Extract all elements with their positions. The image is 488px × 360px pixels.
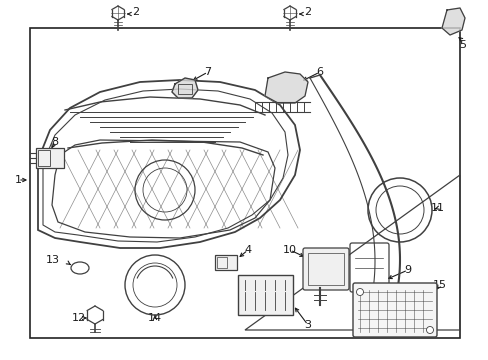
Text: 2: 2 [132,7,139,17]
FancyBboxPatch shape [303,248,348,290]
Bar [178,84,192,94]
Bar [30,28,459,338]
Text: 11: 11 [430,203,444,213]
Text: 3: 3 [304,320,311,330]
Polygon shape [172,78,198,98]
Circle shape [426,327,433,333]
Text: 10: 10 [283,245,296,255]
Bar [307,253,343,285]
Text: 6: 6 [316,67,323,77]
Text: 12: 12 [72,313,86,323]
Text: 15: 15 [432,280,446,290]
Polygon shape [264,72,307,103]
Bar [238,275,292,315]
Text: 4: 4 [244,245,251,255]
Text: 2: 2 [304,7,310,17]
Bar [38,150,50,166]
Text: 7: 7 [204,67,211,77]
Bar [215,255,237,270]
Text: 14: 14 [148,313,162,323]
Text: 13: 13 [46,255,60,265]
Polygon shape [441,8,464,35]
Circle shape [356,288,363,296]
FancyBboxPatch shape [352,283,436,337]
Text: 1: 1 [15,175,21,185]
Text: 5: 5 [459,40,466,50]
Bar [36,148,64,168]
Bar [217,257,226,268]
Text: 9: 9 [404,265,411,275]
Text: 8: 8 [51,137,59,147]
